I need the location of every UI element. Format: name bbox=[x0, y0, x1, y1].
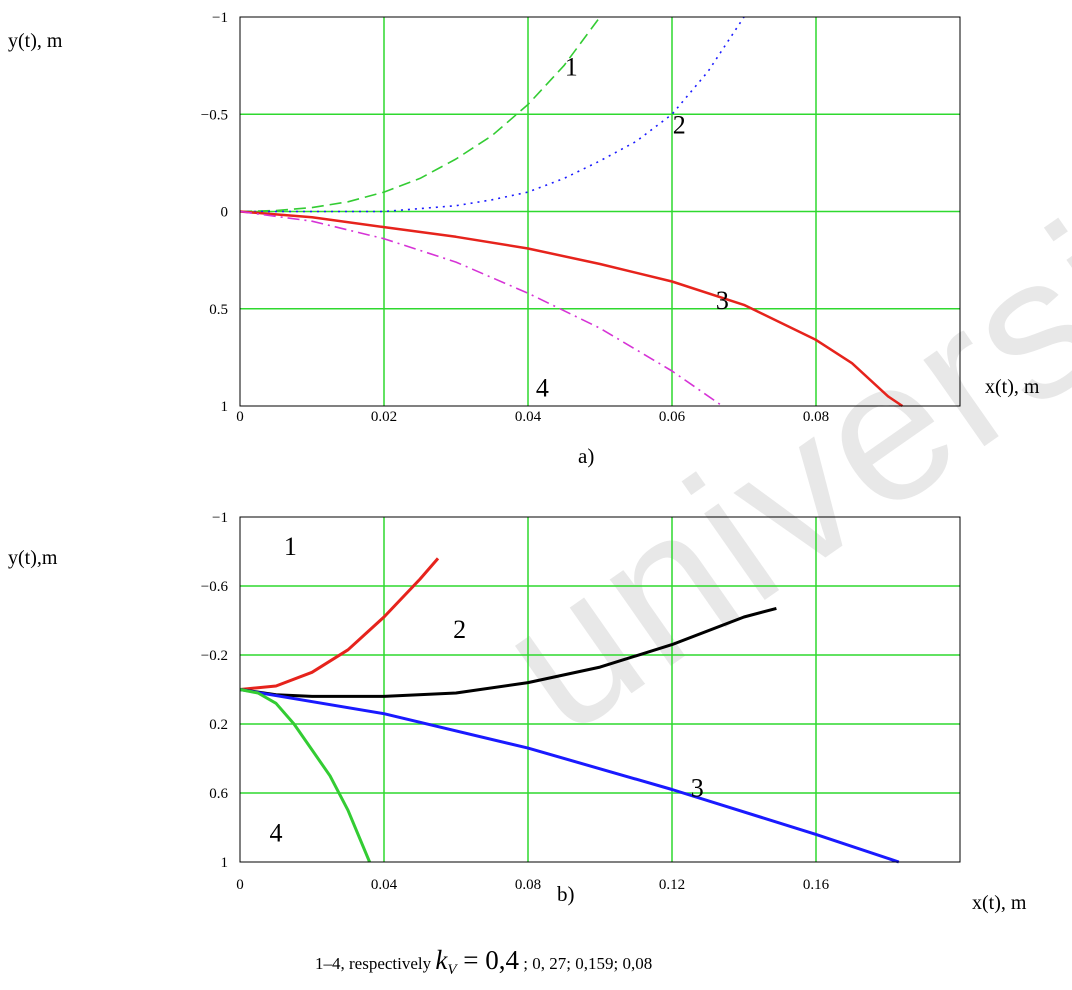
chart-b-y-tick-label: −0.6 bbox=[201, 579, 229, 595]
caption-k-value: = 0,4 bbox=[456, 945, 520, 975]
chart-a-series-label-3: 3 bbox=[716, 286, 729, 315]
chart-a-x-tick-label: 0.06 bbox=[659, 409, 686, 425]
caption-k-symbol: k bbox=[435, 945, 448, 975]
chart-b-y-tick-label: −1 bbox=[212, 510, 228, 526]
chart-b-plot-frame bbox=[239, 516, 961, 863]
chart-a-y-tick-label: 0.5 bbox=[209, 302, 228, 318]
chart-b-series-label-3: 3 bbox=[691, 773, 704, 802]
chart-a-panel-label: a) bbox=[578, 444, 595, 468]
caption-k-subscript: V bbox=[447, 962, 457, 978]
caption-values: ; 0, 27; 0,159; 0,08 bbox=[523, 954, 653, 973]
chart-b-series-1-line bbox=[239, 557, 440, 691]
chart-a-y-tick-label: 1 bbox=[221, 399, 229, 415]
chart-b-y-tick-label: −0.2 bbox=[201, 648, 228, 664]
chart-a-series-label-1: 1 bbox=[565, 52, 578, 81]
chart-a-ylabel: y(t), m bbox=[8, 30, 63, 52]
chart-a-x-tick-label: 0.02 bbox=[371, 409, 397, 425]
chart-a-series-label-2: 2 bbox=[673, 111, 686, 140]
chart-a-series-3-line bbox=[239, 210, 904, 408]
chart-b-y-tick-label: 0.2 bbox=[209, 717, 228, 733]
chart-a-x-tick-label: 0.08 bbox=[803, 409, 829, 425]
chart-a-y-tick-label: −1 bbox=[212, 10, 228, 26]
chart-b-series-label-2: 2 bbox=[453, 615, 466, 644]
chart-b-x-tick-label: 0.16 bbox=[803, 877, 830, 893]
chart-a-x-tick-label: 0 bbox=[236, 409, 244, 425]
chart-b-series-label-4: 4 bbox=[270, 818, 283, 847]
chart-b-x-tick-label: 0.12 bbox=[659, 877, 685, 893]
chart-b-series-2-line bbox=[239, 606, 777, 698]
chart-b-ylabel: y(t),m bbox=[8, 547, 58, 569]
chart-a-series-4-line bbox=[239, 210, 723, 407]
chart-b-x-tick-label: 0.04 bbox=[371, 877, 398, 893]
chart-a-xlabel: x(t), m bbox=[985, 376, 1040, 398]
figure-caption: 1–4, respectively kV = 0,4 ; 0, 27; 0,15… bbox=[315, 945, 653, 978]
chart-a-plot-frame bbox=[239, 16, 961, 407]
chart-b-series-label-1: 1 bbox=[284, 532, 297, 561]
chart-a-y-tick-label: −0.5 bbox=[201, 107, 228, 123]
chart-b-x-tick-label: 0.08 bbox=[515, 877, 541, 893]
chart-a-y-tick-label: 0 bbox=[221, 205, 229, 221]
chart-b-series-4-line bbox=[239, 688, 371, 863]
chart-a-series-2-line bbox=[240, 16, 745, 213]
chart-b-panel-label: b) bbox=[557, 882, 575, 906]
chart-b-xlabel: x(t), m bbox=[972, 892, 1027, 914]
chart-a-series-1-line bbox=[239, 16, 601, 213]
chart-a-series-label-4: 4 bbox=[536, 373, 549, 402]
chart-b-y-tick-label: 1 bbox=[221, 855, 229, 871]
chart-b-x-tick-label: 0 bbox=[236, 877, 244, 893]
caption-prefix: 1–4, respectively bbox=[315, 954, 432, 973]
chart-b-y-tick-label: 0.6 bbox=[209, 786, 228, 802]
chart-a-x-tick-label: 0.04 bbox=[515, 409, 542, 425]
chart-b-series-3-line bbox=[239, 688, 900, 864]
